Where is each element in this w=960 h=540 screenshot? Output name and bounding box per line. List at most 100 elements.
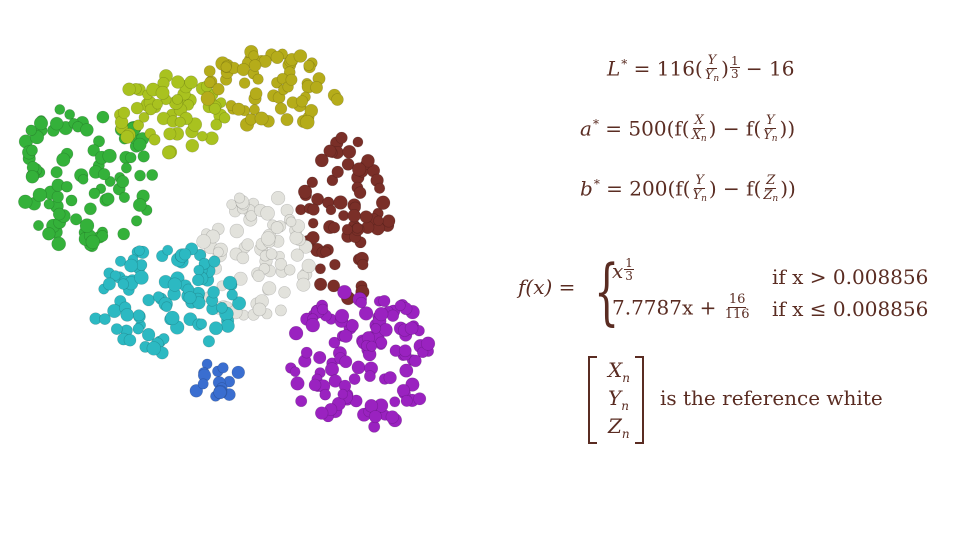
color-sample-point <box>54 104 66 115</box>
color-sample-point <box>196 234 211 249</box>
color-sample-point <box>339 355 353 369</box>
color-sample-point <box>248 50 259 62</box>
color-sample-point <box>110 270 121 281</box>
color-sample-point <box>352 136 364 148</box>
color-sample-point <box>25 124 37 137</box>
color-sample-point <box>138 111 150 123</box>
case-1-condition: if x > 0.008856 <box>772 265 929 289</box>
color-sample-point <box>203 65 216 77</box>
right-bracket <box>635 356 644 444</box>
color-sample-point <box>333 195 348 210</box>
reference-white-caption: is the reference white <box>660 386 883 410</box>
color-sample-point <box>185 138 200 153</box>
color-sample-point <box>378 294 391 308</box>
color-sample-point <box>306 231 320 245</box>
color-sample-point <box>351 360 366 375</box>
color-sample-point <box>122 82 136 97</box>
color-sample-point <box>329 258 341 271</box>
color-sample-point <box>320 246 331 258</box>
color-sample-point <box>61 180 73 193</box>
color-sample-point <box>161 145 176 160</box>
color-sample-point <box>131 215 143 227</box>
color-sample-point <box>308 378 322 392</box>
color-sample-point <box>337 388 349 400</box>
color-sample-point <box>212 246 224 258</box>
color-sample-point <box>184 75 198 90</box>
color-sample-point <box>355 296 367 309</box>
color-sample-point <box>96 230 109 242</box>
color-sample-point <box>398 344 412 358</box>
color-sample-point <box>335 131 348 144</box>
color-sample-point <box>110 323 123 335</box>
color-sample-point <box>98 168 111 181</box>
color-sample-point <box>43 198 55 210</box>
color-sample-point <box>232 102 246 116</box>
color-sample-point <box>301 258 316 274</box>
color-sample-point <box>236 251 250 265</box>
left-bracket <box>588 356 597 444</box>
color-sample-point <box>404 321 419 336</box>
color-sample-point <box>289 366 301 378</box>
color-sample-point <box>204 131 219 146</box>
color-sample-point <box>290 248 304 262</box>
color-sample-point <box>148 133 161 146</box>
f-of-x-label: f(x) = <box>518 275 576 299</box>
color-sample-point <box>155 85 170 100</box>
color-sample-point <box>42 227 56 241</box>
color-sample-point <box>421 336 436 351</box>
color-sample-point <box>226 289 238 301</box>
color-sample-point <box>305 318 320 333</box>
color-sample-point <box>133 137 147 152</box>
color-sample-point <box>216 301 228 314</box>
color-sample-point <box>399 363 414 378</box>
color-sample-point <box>260 206 275 221</box>
color-sample-point <box>174 116 186 128</box>
color-sample-point <box>232 296 247 311</box>
color-sample-point <box>50 166 63 179</box>
color-sample-point <box>375 336 388 349</box>
color-sample-point <box>252 302 267 317</box>
color-sample-point <box>342 144 357 159</box>
color-sample-point <box>118 191 130 203</box>
color-sample-point <box>386 309 400 322</box>
color-sample-point <box>368 410 382 424</box>
color-sample-point <box>77 174 89 185</box>
color-sample-point <box>348 373 361 385</box>
color-sample-point <box>270 50 284 65</box>
vector-z: Z <box>608 414 622 438</box>
color-sample-point <box>132 309 145 322</box>
color-sample-point <box>234 192 246 204</box>
color-sample-point <box>338 210 350 222</box>
color-sample-point <box>366 340 378 352</box>
color-sample-point <box>202 335 215 348</box>
vector-y: Y <box>608 386 622 410</box>
color-sample-point <box>141 328 156 342</box>
case-2-condition: if x ≤ 0.008856 <box>772 297 929 321</box>
color-sample-point <box>326 174 339 187</box>
color-sample-point <box>18 194 33 210</box>
color-sample-point <box>323 144 337 158</box>
color-sample-point <box>208 255 221 268</box>
color-sample-point <box>171 75 185 89</box>
color-sample-point <box>196 318 208 330</box>
color-sample-point <box>123 333 137 347</box>
color-sample-point <box>142 293 155 307</box>
color-sample-point <box>383 371 397 385</box>
color-sample-point <box>374 182 386 194</box>
color-sample-point <box>280 113 294 127</box>
color-sample-point <box>328 374 342 388</box>
lab-color-scatter <box>18 44 436 433</box>
color-sample-point <box>385 410 399 424</box>
color-sample-point <box>295 95 309 108</box>
color-sample-point <box>337 284 352 300</box>
color-sample-point <box>204 76 216 89</box>
color-sample-point <box>265 248 278 260</box>
color-sample-point <box>274 258 288 271</box>
color-sample-point <box>88 187 101 200</box>
color-sample-point <box>400 394 413 407</box>
left-brace: { <box>594 249 620 333</box>
color-sample-point <box>374 307 389 322</box>
color-sample-point <box>171 93 183 105</box>
